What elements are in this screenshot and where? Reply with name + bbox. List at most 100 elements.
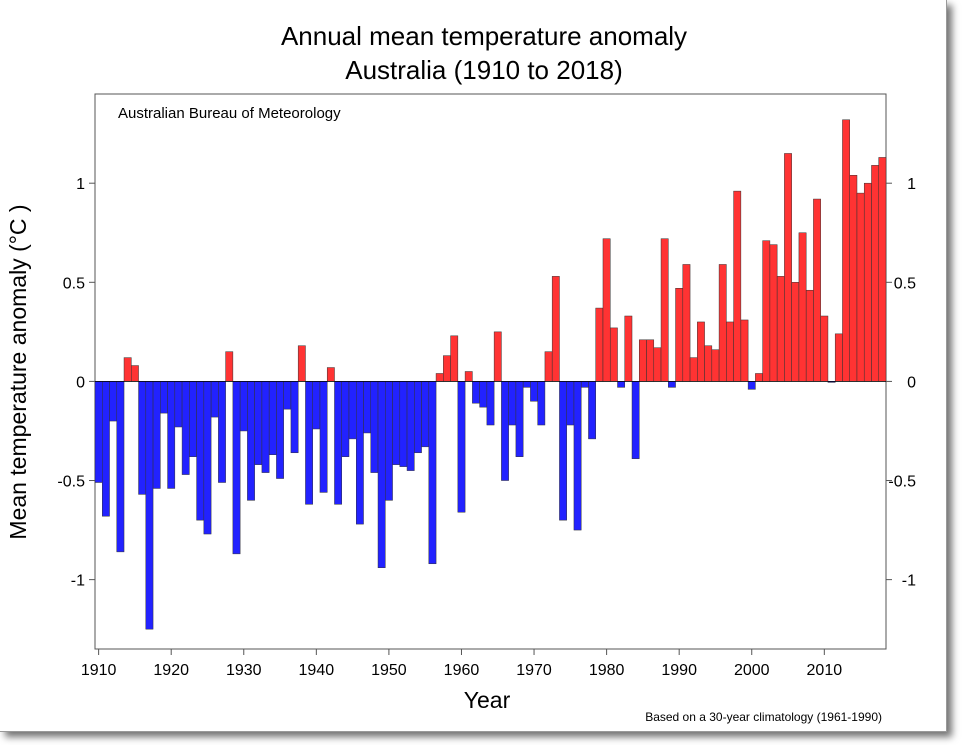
bar-1972 <box>544 351 553 382</box>
bar-1958 <box>443 355 451 382</box>
y-tick-label-left: 0 <box>76 374 85 391</box>
bars <box>94 119 887 630</box>
bar-1952 <box>399 381 408 467</box>
bar-1913 <box>116 381 125 553</box>
bar-1985 <box>639 339 647 382</box>
x-tick-label: 1970 <box>516 662 552 679</box>
bar-1924 <box>196 381 205 521</box>
bar-1925 <box>203 381 212 535</box>
x-tick-label: 1950 <box>371 662 407 679</box>
bar-2000 <box>747 381 756 390</box>
bar-1984 <box>631 381 640 459</box>
bar-1970 <box>530 381 538 402</box>
bar-1917 <box>145 381 154 630</box>
bar-1987 <box>653 347 662 382</box>
bar-1991 <box>682 264 691 382</box>
bar-1964 <box>486 381 495 426</box>
bar-1912 <box>109 381 118 422</box>
bar-1993 <box>697 321 705 382</box>
bar-1930 <box>239 381 248 432</box>
x-tick-label: 1980 <box>589 662 625 679</box>
bar-2001 <box>755 373 763 382</box>
chart-frame: Annual mean temperature anomaly Australi… <box>0 0 947 732</box>
bar-2017 <box>871 165 879 382</box>
bar-1965 <box>493 331 502 382</box>
bar-1983 <box>624 315 633 382</box>
y-axis-label: Mean temperature anomaly (°C ) <box>5 204 31 539</box>
bar-1916 <box>138 381 147 495</box>
bar-1942 <box>326 367 335 382</box>
x-tick-label: 1920 <box>153 662 189 679</box>
bar-1989 <box>668 381 676 388</box>
bar-1938 <box>297 345 306 382</box>
x-tick-label: 1990 <box>661 662 697 679</box>
bar-2014 <box>849 175 858 382</box>
bar-1931 <box>247 381 255 501</box>
bar-1926 <box>210 381 219 418</box>
bar-1915 <box>131 365 139 382</box>
bar-1934 <box>268 381 277 455</box>
bar-1919 <box>160 381 168 414</box>
y-tick-label-right: -0.5 <box>888 474 916 491</box>
bar-1977 <box>580 381 589 388</box>
x-axis: 1910 1920 1930 1940 1950 1960 1970 1980 1990 2000… <box>81 649 842 679</box>
bar-1928 <box>225 351 234 382</box>
x-tick-label: 1960 <box>444 662 480 679</box>
y-tick-label-right: 0 <box>907 374 916 391</box>
bar-1929 <box>232 381 241 555</box>
bar-1988 <box>660 238 669 382</box>
bar-2005 <box>784 153 792 382</box>
bar-1961 <box>464 371 473 382</box>
bar-1981 <box>609 327 618 382</box>
bar-1960 <box>457 381 466 513</box>
y-tick-label-left: -0.5 <box>57 474 85 491</box>
bar-1940 <box>312 381 321 430</box>
bar-1986 <box>646 339 655 382</box>
bar-1944 <box>341 381 350 457</box>
bar-1978 <box>588 381 596 440</box>
bar-1967 <box>508 381 517 426</box>
bar-1941 <box>319 381 328 493</box>
bar-1948 <box>370 381 379 473</box>
bar-1945 <box>348 381 357 440</box>
bar-1936 <box>283 381 292 410</box>
chart-title: Annual mean temperature anomaly <box>281 21 687 51</box>
bar-1950 <box>385 381 393 501</box>
bar-1947 <box>363 381 372 434</box>
bar-1994 <box>704 345 713 382</box>
bar-1935 <box>276 381 284 479</box>
chart-subtitle: Australia (1910 to 2018) <box>345 55 623 85</box>
bar-1927 <box>218 381 226 483</box>
bar-1997 <box>726 321 734 382</box>
bar-1971 <box>537 381 546 426</box>
bar-1963 <box>479 381 488 408</box>
bar-1932 <box>254 381 263 465</box>
bar-2018 <box>878 157 887 382</box>
x-axis-label: Year <box>464 687 511 713</box>
bar-1996 <box>718 264 727 382</box>
bar-1943 <box>334 381 342 505</box>
bar-1980 <box>602 238 611 382</box>
y-tick-label-right: 1 <box>907 176 916 193</box>
x-tick-label: 1930 <box>226 662 262 679</box>
bar-1923 <box>189 381 197 457</box>
bar-1974 <box>559 381 567 521</box>
bar-1921 <box>174 381 183 428</box>
y-tick-label-left: 0.5 <box>63 275 85 292</box>
bar-2010 <box>820 315 829 382</box>
footnote: Based on a 30-year climatology (1961-199… <box>645 710 882 724</box>
x-tick-label: 2000 <box>734 662 770 679</box>
x-tick-label: 1910 <box>81 662 117 679</box>
bar-2015 <box>856 192 865 382</box>
bar-1968 <box>515 381 524 457</box>
bar-1911 <box>102 381 110 517</box>
x-tick-label: 2010 <box>807 662 843 679</box>
bar-2002 <box>762 240 771 382</box>
bar-1979 <box>595 307 604 382</box>
bar-1937 <box>290 381 299 454</box>
bar-1954 <box>414 381 422 454</box>
bar-1992 <box>689 357 698 382</box>
bar-1999 <box>740 319 749 382</box>
y-axis-left: -1 -0.5 0 0.5 1 <box>57 176 95 590</box>
bar-2012 <box>834 333 843 382</box>
